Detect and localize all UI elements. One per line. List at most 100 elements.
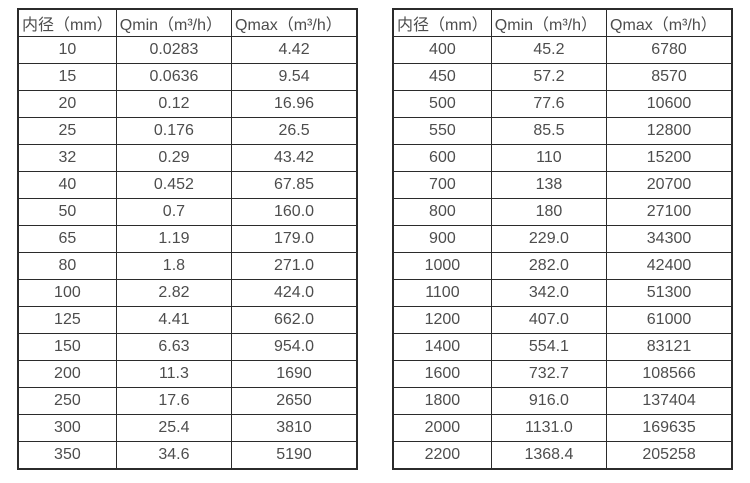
table-cell: 282.0 xyxy=(490,252,608,280)
table-cell: 11.3 xyxy=(115,360,233,388)
table-cell: 3810 xyxy=(231,414,358,442)
table-cell: 25 xyxy=(17,117,117,145)
table-cell: 1400 xyxy=(392,333,492,361)
table-cell: 85.5 xyxy=(490,117,608,145)
table-cell: 150 xyxy=(17,333,117,361)
table-cell: 1131.0 xyxy=(490,414,608,442)
table-cell: 300 xyxy=(17,414,117,442)
table-cell: 407.0 xyxy=(490,306,608,334)
table-cell: 450 xyxy=(392,63,492,91)
flow-rate-tables-page: 内径（mm） Qmin（m³/h） Qmax（m³/h） 10 0.0283 4.42 1… xyxy=(17,8,733,470)
table-row: 2000 1131.0 169635 xyxy=(392,414,733,442)
table-cell: 27100 xyxy=(606,198,733,226)
table-cell: 205258 xyxy=(606,441,733,470)
table-cell: 34.6 xyxy=(115,441,233,470)
table-row: 1000 282.0 42400 xyxy=(392,252,733,280)
table-cell: 0.0636 xyxy=(115,63,233,91)
header-row: 内径（mm） Qmin（m³/h） Qmax（m³/h） xyxy=(392,8,733,37)
table-cell: 2650 xyxy=(231,387,358,415)
table-row: 2200 1368.4 205258 xyxy=(392,441,733,470)
table-cell: 2000 xyxy=(392,414,492,442)
table-cell: 67.85 xyxy=(231,171,358,199)
table-row: 40 0.452 67.85 xyxy=(17,171,358,199)
table-cell: 271.0 xyxy=(231,252,358,280)
table-cell: 10 xyxy=(17,36,117,64)
table-cell: 0.176 xyxy=(115,117,233,145)
table-cell: 17.6 xyxy=(115,387,233,415)
table-cell: 0.452 xyxy=(115,171,233,199)
table-cell: 1100 xyxy=(392,279,492,307)
table-row: 125 4.41 662.0 xyxy=(17,306,358,334)
table-cell: 83121 xyxy=(606,333,733,361)
table-cell: 8570 xyxy=(606,63,733,91)
table-cell: 1200 xyxy=(392,306,492,334)
table-row: 200 11.3 1690 xyxy=(17,360,358,388)
table-row: 50 0.7 160.0 xyxy=(17,198,358,226)
table-cell: 954.0 xyxy=(231,333,358,361)
table-cell: 1.8 xyxy=(115,252,233,280)
table-cell: 1600 xyxy=(392,360,492,388)
table-cell: 600 xyxy=(392,144,492,172)
table-cell: 20 xyxy=(17,90,117,118)
table-cell: 100 xyxy=(17,279,117,307)
table-cell: 138 xyxy=(490,171,608,199)
table-row: 20 0.12 16.96 xyxy=(17,90,358,118)
table-cell: 4.41 xyxy=(115,306,233,334)
table-cell: 57.2 xyxy=(490,63,608,91)
table-cell: 900 xyxy=(392,225,492,253)
table-row: 600 110 15200 xyxy=(392,144,733,172)
table-row: 15 0.0636 9.54 xyxy=(17,63,358,91)
flow-table-small-diameters: 内径（mm） Qmin（m³/h） Qmax（m³/h） 10 0.0283 4.42 1… xyxy=(17,8,358,470)
table-cell: 26.5 xyxy=(231,117,358,145)
table-row: 32 0.29 43.42 xyxy=(17,144,358,172)
table-cell: 1368.4 xyxy=(490,441,608,470)
table-row: 100 2.82 424.0 xyxy=(17,279,358,307)
table-cell: 61000 xyxy=(606,306,733,334)
table-cell: 160.0 xyxy=(231,198,358,226)
table-row: 700 138 20700 xyxy=(392,171,733,199)
table-cell: 200 xyxy=(17,360,117,388)
table-cell: 43.42 xyxy=(231,144,358,172)
column-header-2: Qmax（m³/h） xyxy=(606,8,733,37)
column-header-2: Qmax（m³/h） xyxy=(231,8,358,37)
table-row: 400 45.2 6780 xyxy=(392,36,733,64)
table-row: 1100 342.0 51300 xyxy=(392,279,733,307)
table-cell: 550 xyxy=(392,117,492,145)
table-cell: 554.1 xyxy=(490,333,608,361)
table-row: 350 34.6 5190 xyxy=(17,441,358,470)
table-cell: 800 xyxy=(392,198,492,226)
table-cell: 4.42 xyxy=(231,36,358,64)
table-cell: 250 xyxy=(17,387,117,415)
table-cell: 500 xyxy=(392,90,492,118)
table-cell: 0.0283 xyxy=(115,36,233,64)
table-cell: 42400 xyxy=(606,252,733,280)
table-cell: 1690 xyxy=(231,360,358,388)
table-cell: 65 xyxy=(17,225,117,253)
table-cell: 342.0 xyxy=(490,279,608,307)
table-cell: 77.6 xyxy=(490,90,608,118)
table-row: 300 25.4 3810 xyxy=(17,414,358,442)
table-cell: 2200 xyxy=(392,441,492,470)
table-cell: 179.0 xyxy=(231,225,358,253)
table-row: 450 57.2 8570 xyxy=(392,63,733,91)
table-row: 1600 732.7 108566 xyxy=(392,360,733,388)
table-cell: 9.54 xyxy=(231,63,358,91)
table-cell: 1800 xyxy=(392,387,492,415)
table-cell: 0.12 xyxy=(115,90,233,118)
table-cell: 229.0 xyxy=(490,225,608,253)
column-header-0: 内径（mm） xyxy=(392,8,492,37)
table-cell: 137404 xyxy=(606,387,733,415)
table-cell: 125 xyxy=(17,306,117,334)
table-row: 80 1.8 271.0 xyxy=(17,252,358,280)
table-cell: 350 xyxy=(17,441,117,470)
table-row: 65 1.19 179.0 xyxy=(17,225,358,253)
table-cell: 20700 xyxy=(606,171,733,199)
table-row: 1400 554.1 83121 xyxy=(392,333,733,361)
flow-table-large-diameters: 内径（mm） Qmin（m³/h） Qmax（m³/h） 400 45.2 6780 45… xyxy=(392,8,733,470)
table-cell: 1.19 xyxy=(115,225,233,253)
column-header-1: Qmin（m³/h） xyxy=(115,8,233,37)
table-cell: 108566 xyxy=(606,360,733,388)
header-row: 内径（mm） Qmin（m³/h） Qmax（m³/h） xyxy=(17,8,358,37)
table-row: 250 17.6 2650 xyxy=(17,387,358,415)
table-row: 10 0.0283 4.42 xyxy=(17,36,358,64)
